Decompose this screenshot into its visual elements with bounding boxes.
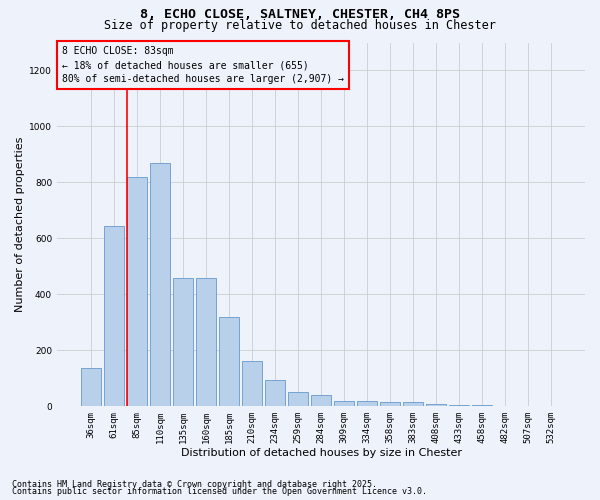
- Bar: [427, 404, 446, 406]
- Text: 8 ECHO CLOSE: 83sqm
← 18% of detached houses are smaller (655)
80% of semi-detac: 8 ECHO CLOSE: 83sqm ← 18% of detached ho…: [62, 46, 344, 84]
- Text: 8, ECHO CLOSE, SALTNEY, CHESTER, CH4 8PS: 8, ECHO CLOSE, SALTNEY, CHESTER, CH4 8PS: [140, 8, 460, 20]
- Bar: [104, 226, 124, 406]
- Text: Size of property relative to detached houses in Chester: Size of property relative to detached ho…: [104, 19, 496, 32]
- Bar: [449, 405, 469, 406]
- Text: Contains public sector information licensed under the Open Government Licence v3: Contains public sector information licen…: [12, 487, 427, 496]
- Bar: [265, 380, 285, 406]
- Bar: [173, 278, 193, 406]
- Bar: [311, 395, 331, 406]
- Text: Contains HM Land Registry data © Crown copyright and database right 2025.: Contains HM Land Registry data © Crown c…: [12, 480, 377, 489]
- Bar: [219, 316, 239, 406]
- Bar: [288, 392, 308, 406]
- Bar: [357, 400, 377, 406]
- Bar: [150, 163, 170, 406]
- Bar: [334, 400, 354, 406]
- Bar: [242, 362, 262, 406]
- Y-axis label: Number of detached properties: Number of detached properties: [15, 136, 25, 312]
- Bar: [196, 278, 215, 406]
- Bar: [81, 368, 101, 406]
- X-axis label: Distribution of detached houses by size in Chester: Distribution of detached houses by size …: [181, 448, 461, 458]
- Bar: [127, 177, 146, 406]
- Bar: [403, 402, 423, 406]
- Bar: [380, 402, 400, 406]
